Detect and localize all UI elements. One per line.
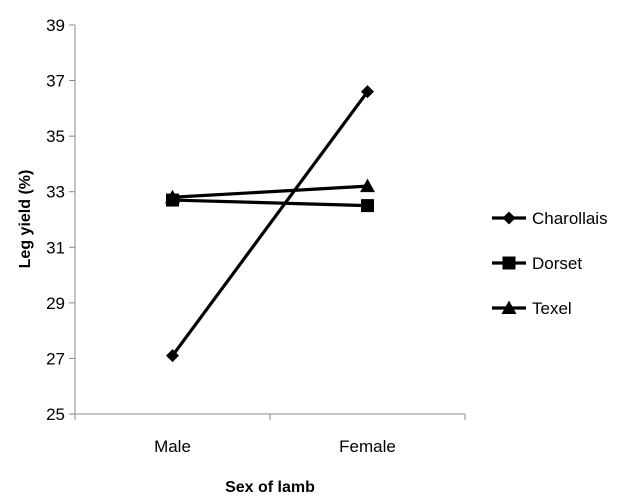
y-tick-label: 35	[46, 127, 65, 146]
data-point-texel	[360, 178, 375, 193]
y-tick-label: 31	[46, 238, 65, 257]
data-point-texel	[165, 189, 180, 204]
data-point-dorset	[361, 199, 374, 213]
y-tick-label: 27	[46, 349, 65, 368]
legend-marker-texel	[501, 300, 517, 314]
x-tick-label: Male	[154, 437, 191, 456]
legend-label-texel: Texel	[532, 299, 572, 318]
series-layer	[165, 85, 375, 363]
y-tick-label: 39	[46, 16, 65, 35]
data-point-charollais	[166, 349, 179, 363]
y-tick-label: 29	[46, 294, 65, 313]
plot-axes	[74, 25, 465, 415]
legend-label-charollais: Charollais	[532, 209, 608, 228]
x-axis-title: Sex of lamb	[225, 479, 315, 496]
y-tick-label: 37	[46, 72, 65, 91]
data-point-charollais	[361, 85, 374, 99]
x-tick-label: Female	[339, 437, 396, 456]
series-line-texel	[172, 184, 368, 199]
series-line-charollais	[171, 90, 369, 357]
y-tick-label: 25	[46, 405, 65, 424]
legend-marker-charollais	[502, 211, 516, 225]
y-tick-label: 33	[46, 183, 65, 202]
legend-label-dorset: Dorset	[532, 254, 582, 273]
series-line-dorset	[172, 198, 368, 208]
chart-legend: Charollais Dorset Texel	[492, 209, 608, 318]
x-ticks: Male Female	[74, 414, 466, 456]
legend-marker-dorset	[502, 256, 516, 270]
y-ticks: 25 27 29 31 33 35 37 39	[46, 16, 75, 424]
y-axis-title: Leg yield (%)	[17, 170, 34, 269]
